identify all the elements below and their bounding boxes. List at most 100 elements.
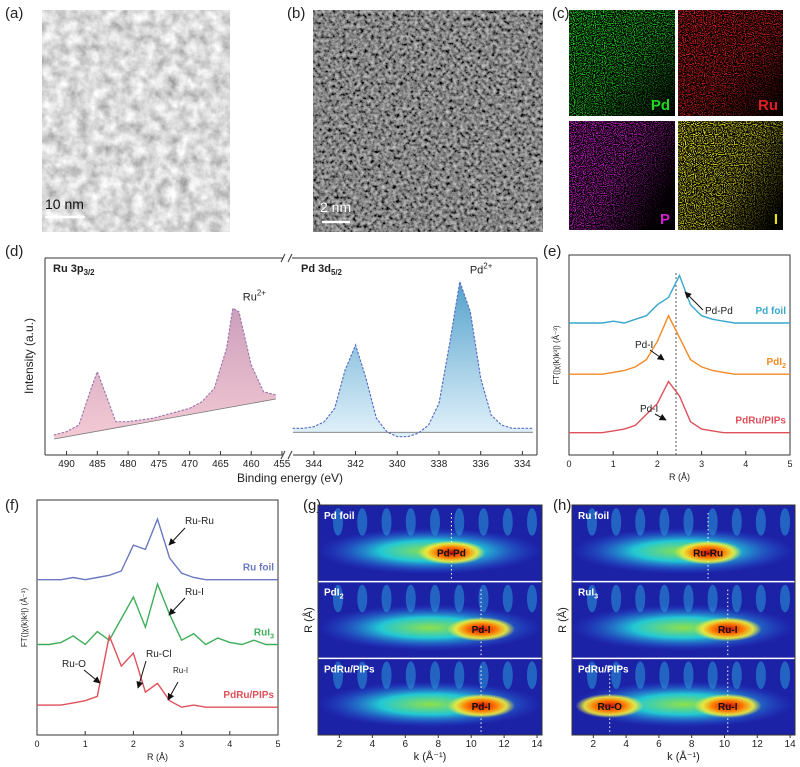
x-tick-label: 485 xyxy=(89,459,106,470)
panel-label: (d) xyxy=(5,243,23,260)
map-ripple xyxy=(683,661,694,689)
spectrum xyxy=(292,281,534,438)
map-label: P xyxy=(660,211,670,228)
peak-label-sup: 2+ xyxy=(257,288,266,297)
peak-hotspot xyxy=(417,540,486,565)
x-tick-label: 5 xyxy=(787,459,792,469)
x-tick-label: 4 xyxy=(370,739,376,750)
x-tick-label: 14 xyxy=(531,739,543,750)
x-tick-label: 470 xyxy=(181,459,198,470)
map-ripple xyxy=(502,661,513,689)
x-tick-label: 2 xyxy=(131,739,136,749)
y-axis-label: R (Å) xyxy=(302,607,315,633)
x-axis-label: Binding energy (eV) xyxy=(237,471,343,485)
x-tick-label: 4 xyxy=(227,739,232,749)
peak-label: Ru-I xyxy=(718,702,738,713)
map-ripple xyxy=(333,508,343,536)
plot-frame xyxy=(36,499,279,736)
map-ripple xyxy=(707,584,718,613)
annotation-arrow xyxy=(167,681,179,701)
map-ripple xyxy=(333,584,343,613)
axis-break-gap xyxy=(283,451,292,459)
element-map xyxy=(569,121,675,230)
row-label-main: RuI xyxy=(578,588,594,599)
map-ripple xyxy=(587,661,597,689)
map-ripple xyxy=(611,584,622,613)
x-tick-label: 4 xyxy=(623,739,629,750)
y-axis-label: FT(|χ(k)k³|) (Å⁻³) xyxy=(20,588,29,648)
x-tick-label: 340 xyxy=(389,459,406,470)
segment-title-main: Pd 3d xyxy=(301,263,331,275)
annotation: Ru-Ru xyxy=(185,516,214,527)
map-ripple xyxy=(381,508,392,536)
annotation-arrow xyxy=(649,349,665,361)
map-ripple xyxy=(611,661,622,689)
x-tick-label: 2 xyxy=(591,739,597,750)
x-tick-label: 3 xyxy=(699,459,704,469)
map-ripple xyxy=(502,584,513,613)
panel-label: (c) xyxy=(552,5,570,22)
series-label-sub: 3 xyxy=(270,632,274,641)
x-tick-label: 338 xyxy=(431,459,448,470)
map-ripple xyxy=(683,584,694,613)
map-ripple xyxy=(502,508,513,536)
x-axis-label: k (Å⁻¹) xyxy=(414,750,447,763)
plot-frame xyxy=(571,504,796,736)
map-ripple xyxy=(430,508,440,536)
map-ripple xyxy=(780,584,790,613)
peak-hotspot xyxy=(447,617,516,642)
row-label: RuI3 xyxy=(578,588,598,601)
map-ripple xyxy=(478,661,489,689)
map-ripple xyxy=(405,661,416,689)
series-label-sub: 2 xyxy=(782,361,786,370)
map-ripple xyxy=(381,661,392,689)
series-label: PdI2 xyxy=(766,357,786,370)
map-ripple xyxy=(587,584,597,613)
x-tick-label: 475 xyxy=(151,459,168,470)
peak-label-sup: 2+ xyxy=(483,262,492,271)
x-axis-label: R (Å) xyxy=(147,752,168,762)
map-ripple xyxy=(611,508,622,536)
map-ripple xyxy=(357,661,368,689)
annotation: Ru-I xyxy=(173,666,188,675)
annotation-arrow xyxy=(684,291,704,311)
map-ripple xyxy=(478,508,489,536)
map-ripple xyxy=(731,584,742,613)
panel-label: (b) xyxy=(287,5,305,22)
segment-title-sub: 5/2 xyxy=(331,268,343,277)
x-tick-label: 1 xyxy=(611,459,616,469)
series-label: Pd foil xyxy=(755,306,786,317)
series-label-main: PdI xyxy=(766,357,782,368)
axis-break-gap xyxy=(283,254,292,262)
annotation: Ru-Cl xyxy=(146,649,172,660)
plot-frame xyxy=(317,504,543,736)
map-ripple xyxy=(635,508,646,536)
map-ripple xyxy=(430,584,440,613)
y-axis-label: R (Å) xyxy=(556,607,569,633)
x-tick-label: 14 xyxy=(785,739,797,750)
map-label: I xyxy=(774,211,778,228)
row-label: PdRu/PIPs xyxy=(578,664,629,675)
row-label-sub: 3 xyxy=(594,592,598,601)
map-ripple xyxy=(454,508,465,536)
row-label: Ru foil xyxy=(578,511,609,522)
x-tick-label: 12 xyxy=(752,739,764,750)
scale-bar-label: 2 nm xyxy=(320,199,351,215)
segment-title: Pd 3d5/2 xyxy=(301,263,343,277)
map-ripple xyxy=(527,584,537,613)
peak-label-main: Ru xyxy=(243,291,257,303)
peak-hotspot xyxy=(447,693,516,718)
axis-break xyxy=(280,253,293,263)
x-tick-label: 0 xyxy=(34,739,39,749)
spectrum xyxy=(53,307,277,436)
x-tick-label: 2 xyxy=(655,459,660,469)
peak-hotspot xyxy=(575,693,644,718)
peak-label: Ru-I xyxy=(718,625,738,636)
peak-hotspot xyxy=(693,617,762,642)
map-ripple xyxy=(357,508,368,536)
x-tick-label: 5 xyxy=(275,739,280,749)
x-tick-label: 490 xyxy=(58,459,75,470)
x-tick-label: 344 xyxy=(306,459,323,470)
